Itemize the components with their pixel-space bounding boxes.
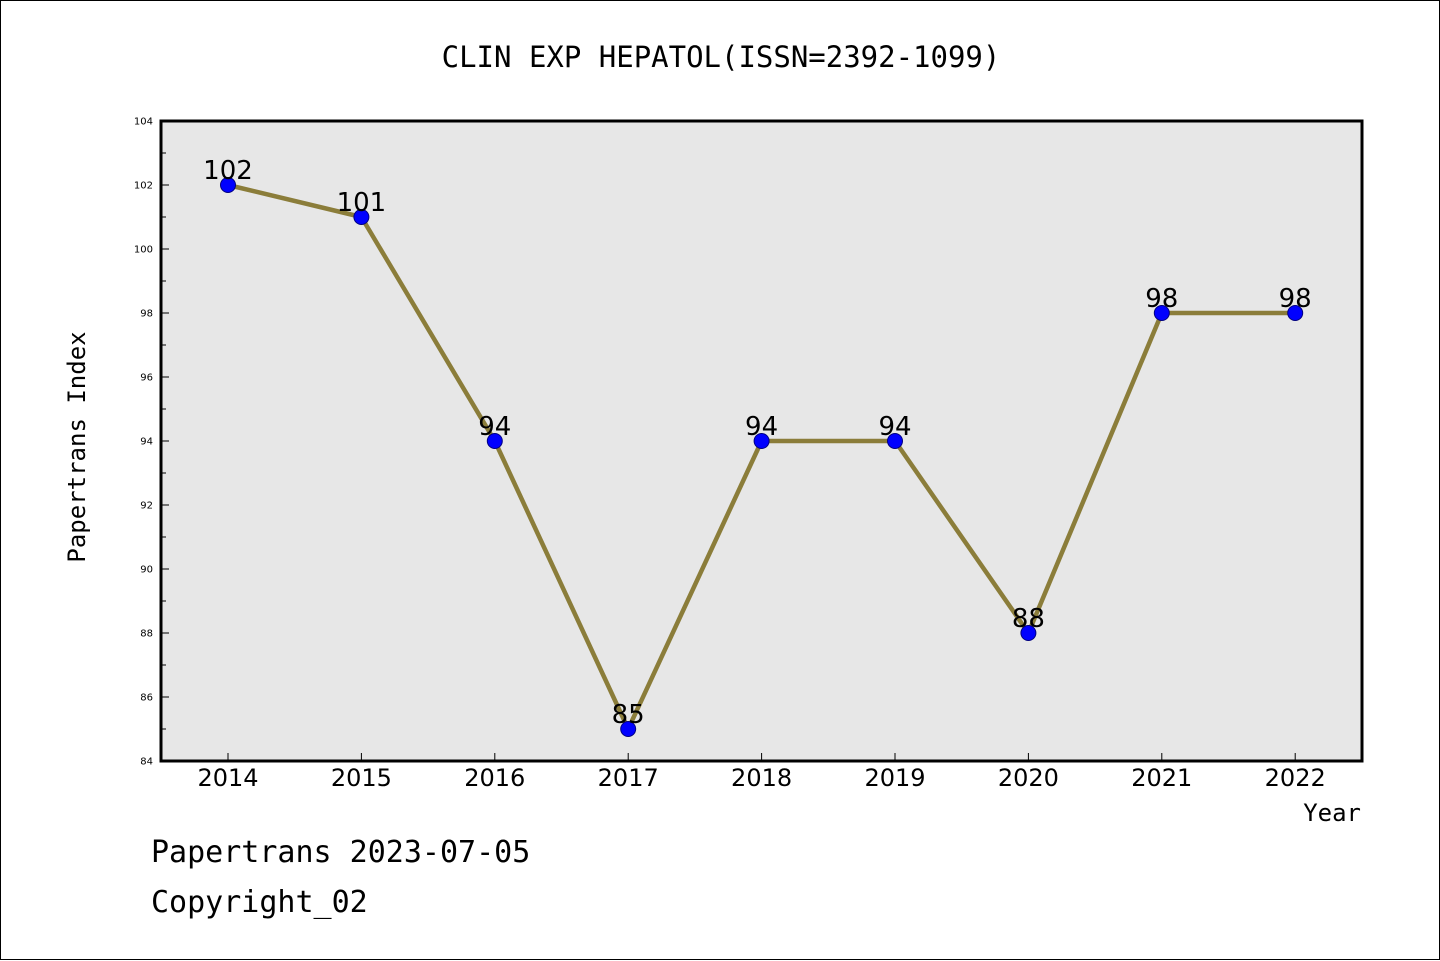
y-axis-label: Papertrans Index: [63, 331, 91, 562]
data-point: [753, 433, 770, 449]
data-label: 102: [203, 156, 253, 186]
x-axis-label: Year: [1303, 799, 1361, 827]
data-label: 94: [478, 412, 511, 442]
y-tick-label: 86: [140, 693, 153, 704]
data-point: [620, 721, 637, 737]
x-tick-label: 2014: [197, 764, 258, 792]
data-point: [486, 433, 503, 449]
data-label: 94: [745, 412, 778, 442]
data-label: 98: [1145, 284, 1178, 314]
x-tick-label: 2017: [598, 764, 659, 792]
y-tick-label: 104: [134, 117, 153, 128]
data-label: 98: [1279, 284, 1312, 314]
y-axis: 84 86 88 90 92 94 96 98 100 102 104: [134, 117, 169, 768]
data-labels: 102 101 94 85 94 94 88 98 98: [203, 156, 1312, 730]
y-tick-label: 84: [140, 757, 153, 768]
x-tick-label: 2018: [731, 764, 792, 792]
footer-copyright: Copyright_02: [151, 885, 368, 920]
y-tick-label: 88: [140, 629, 153, 640]
data-point: [1020, 625, 1037, 641]
chart-title: CLIN EXP HEPATOL(ISSN=2392-1099): [442, 40, 1001, 74]
x-tick-label: 2019: [864, 764, 925, 792]
x-tick-label: 2016: [464, 764, 525, 792]
data-points: [220, 177, 1304, 737]
x-tick-label: 2021: [1131, 764, 1192, 792]
y-tick-label: 96: [140, 373, 153, 384]
x-axis: 2014 2015 2016 2017 2018 2019 2020 2021 2022: [197, 753, 1326, 792]
y-tick-label: 90: [140, 565, 153, 576]
y-tick-label: 98: [140, 309, 153, 320]
data-label: 94: [878, 412, 911, 442]
x-tick-label: 2015: [331, 764, 392, 792]
y-tick-label: 100: [134, 245, 153, 256]
data-label: 88: [1012, 604, 1045, 634]
x-tick-label: 2022: [1265, 764, 1326, 792]
footer-date: Papertrans 2023-07-05: [151, 835, 531, 870]
data-label: 85: [612, 700, 645, 730]
data-point: [887, 433, 903, 449]
data-point: [1287, 305, 1304, 321]
data-point: [353, 209, 370, 225]
y-tick-label: 94: [140, 437, 153, 448]
data-point: [1153, 305, 1170, 321]
data-point: [220, 177, 236, 193]
y-tick-label: 102: [134, 181, 153, 192]
y-tick-label: 92: [140, 501, 153, 512]
data-label: 101: [337, 188, 387, 218]
x-tick-label: 2020: [998, 764, 1059, 792]
